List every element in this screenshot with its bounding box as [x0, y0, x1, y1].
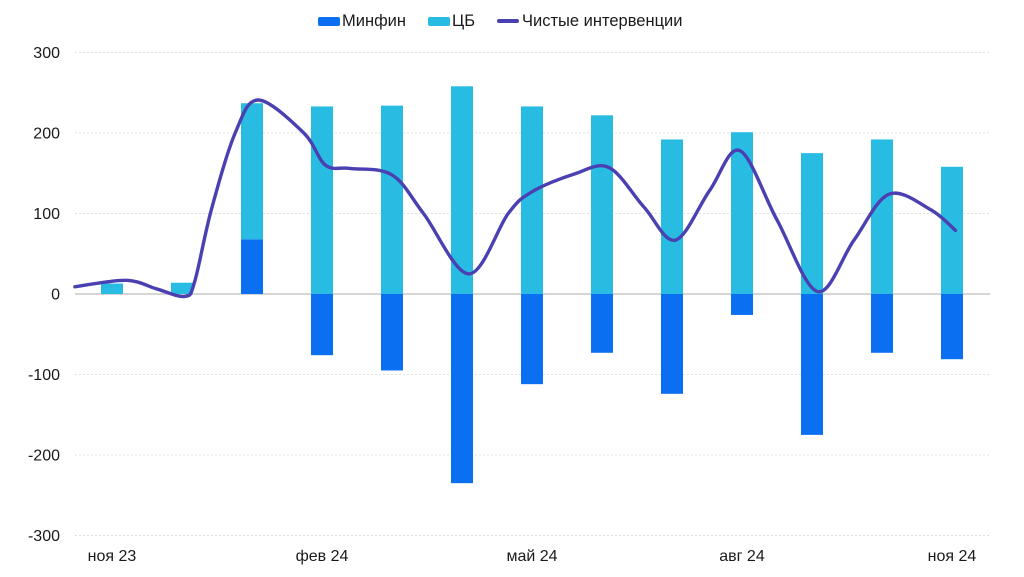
x-axis-label: авг 24	[719, 548, 765, 565]
bar-segment-minfin	[591, 294, 613, 353]
bar-segment-minfin	[381, 294, 403, 371]
bar-segment-cb	[171, 282, 193, 294]
legend-item-net-interventions[interactable]: Чистые интервенции	[497, 12, 682, 31]
bar-segment-cb	[661, 139, 683, 294]
bar-segment-cb	[591, 115, 613, 294]
x-axis-label: ноя 24	[928, 548, 977, 565]
y-axis-label: 100	[33, 206, 60, 223]
bar-segment-cb	[241, 103, 263, 240]
x-axis-label: ноя 23	[88, 548, 137, 565]
cb-swatch-icon	[427, 16, 450, 26]
legend-item-minfin[interactable]: Минфин	[318, 12, 406, 31]
minfin-swatch-icon	[318, 16, 340, 26]
bar-segment-cb	[311, 106, 333, 294]
bar-segment-minfin	[661, 294, 683, 394]
bar-segment-cb	[101, 283, 123, 294]
y-axis-label: -100	[28, 367, 60, 384]
bar-segment-minfin	[311, 294, 333, 356]
bar-segment-cb	[521, 106, 543, 294]
bar-segment-minfin	[521, 294, 543, 385]
bar-segment-minfin	[241, 239, 263, 294]
bar-segment-cb	[941, 166, 963, 294]
bar-segment-minfin	[731, 294, 753, 315]
y-axis-label: 200	[33, 126, 60, 143]
legend-label-minfin: Минфин	[342, 11, 406, 30]
bar-segment-minfin	[801, 294, 823, 435]
y-axis-label: 0	[51, 287, 60, 304]
bar-segment-cb	[381, 105, 403, 294]
y-axis-label: -200	[28, 448, 60, 465]
chart-legend: Минфин ЦБ Чистые интервенции	[318, 10, 682, 32]
x-axis-label: май 24	[506, 548, 557, 565]
bar-segment-minfin	[871, 294, 893, 353]
bar-segment-cb	[801, 153, 823, 294]
bar-segment-cb	[871, 139, 893, 294]
legend-item-cb[interactable]: ЦБ	[427, 11, 476, 31]
bar-segment-cb	[731, 132, 753, 294]
bar-segment-minfin	[451, 294, 473, 484]
net-interventions-line	[73, 98, 958, 299]
bar-segment-minfin	[941, 294, 963, 360]
x-axis-label: фев 24	[296, 548, 349, 565]
bar-segment-cb	[451, 86, 473, 294]
legend-label-net-interventions: Чистые интервенции	[522, 11, 683, 30]
y-axis-label: 300	[33, 45, 60, 62]
net-interventions-line-swatch-icon	[497, 19, 520, 23]
y-axis-label: -300	[28, 528, 60, 545]
legend-label-cb: ЦБ	[451, 11, 476, 30]
